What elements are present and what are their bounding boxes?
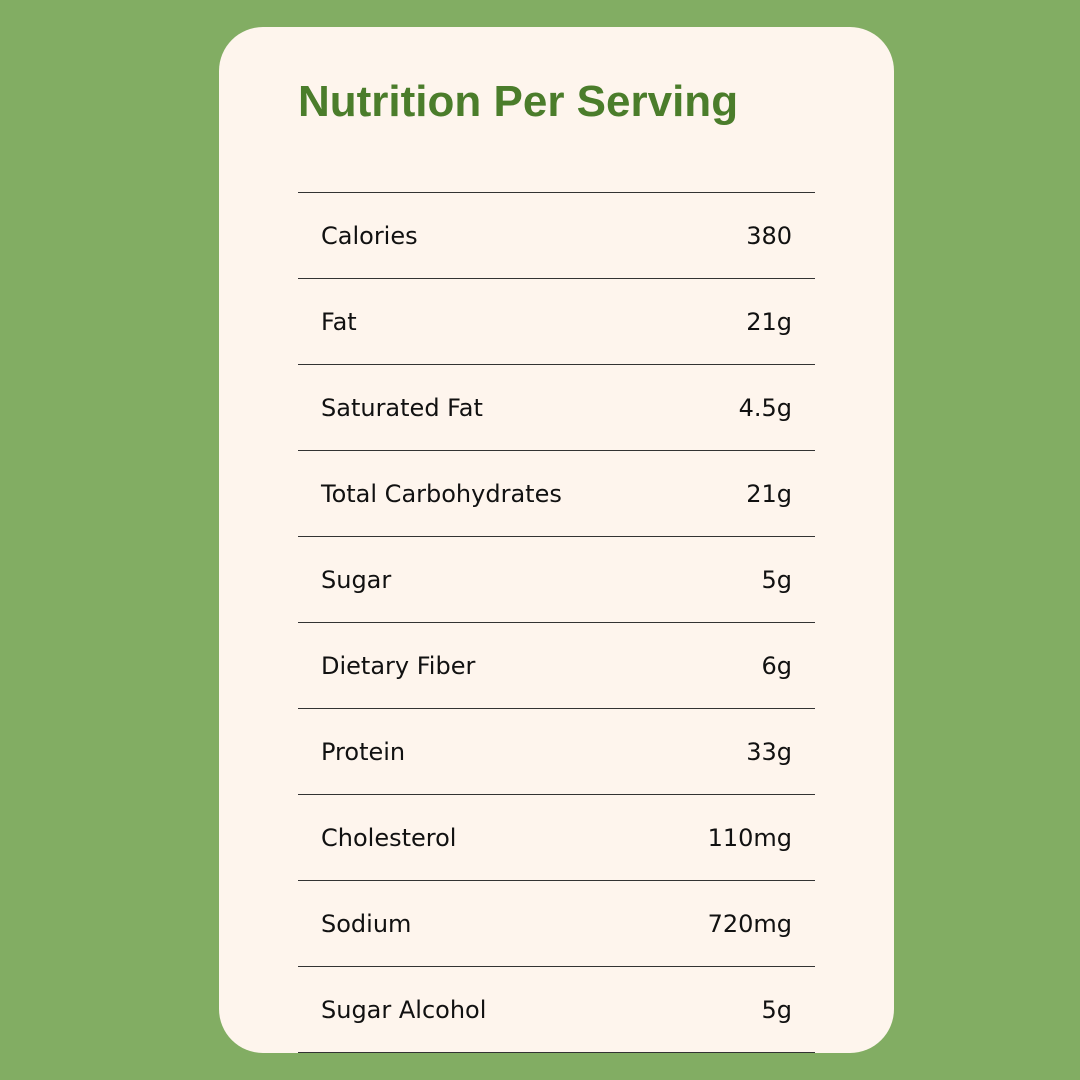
nutrition-table: Calories 380 Fat 21g Saturated Fat 4.5g Total … (298, 192, 815, 1053)
nutrient-name: Fat (321, 307, 357, 336)
nutrient-name: Dietary Fiber (321, 651, 476, 680)
table-row: Fat 21g (298, 279, 815, 365)
table-row: Protein 33g (298, 709, 815, 795)
nutrient-amount: 5g (761, 995, 792, 1024)
nutrient-amount: 5g (761, 565, 792, 594)
nutrient-amount: 4.5g (738, 393, 792, 422)
nutrient-amount: 720mg (707, 909, 792, 938)
nutrient-name: Sugar (321, 565, 392, 594)
nutrient-name: Sugar Alcohol (321, 995, 487, 1024)
nutrient-amount: 21g (746, 307, 792, 336)
nutrient-name: Calories (321, 221, 418, 250)
table-row: Total Carbohydrates 21g (298, 451, 815, 537)
nutrient-amount: 33g (746, 737, 792, 766)
table-row: Saturated Fat 4.5g (298, 365, 815, 451)
title: Nutrition Per Serving (298, 77, 739, 126)
table-row: Dietary Fiber 6g (298, 623, 815, 709)
nutrient-name: Protein (321, 737, 406, 766)
nutrient-name: Cholesterol (321, 823, 457, 852)
table-row: Cholesterol 110mg (298, 795, 815, 881)
nutrient-amount: 21g (746, 479, 792, 508)
nutrient-amount: 110mg (707, 823, 792, 852)
card (219, 27, 894, 1053)
nutrient-name: Sodium (321, 909, 412, 938)
nutrient-name: Total Carbohydrates (321, 479, 562, 508)
table-row: Sugar 5g (298, 537, 815, 623)
nutrient-amount: 380 (746, 221, 792, 250)
table-row: Sugar Alcohol 5g (298, 967, 815, 1053)
nutrient-amount: 6g (761, 651, 792, 680)
table-row: Calories 380 (298, 193, 815, 279)
table-row: Sodium 720mg (298, 881, 815, 967)
nutrient-name: Saturated Fat (321, 393, 483, 422)
